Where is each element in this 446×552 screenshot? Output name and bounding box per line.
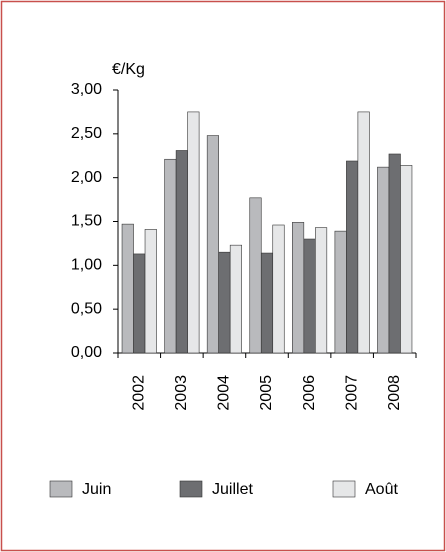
bar	[164, 158, 177, 354]
x-tick-label: 2006	[301, 375, 318, 411]
y-axis-label: €/Kg	[112, 61, 145, 78]
legend-label: Juillet	[212, 481, 253, 498]
x-tick-label: 2004	[216, 375, 233, 411]
bar	[133, 253, 146, 354]
legend-swatch	[179, 480, 203, 498]
y-tick-label: 3,00	[71, 81, 102, 98]
bar	[346, 160, 359, 354]
x-tick-label: 2007	[343, 375, 360, 411]
bar	[175, 150, 188, 354]
y-tick-label: 1,50	[71, 213, 102, 230]
bar	[144, 229, 157, 354]
bar	[272, 224, 285, 354]
bar	[377, 166, 390, 354]
bar	[249, 197, 262, 354]
bar	[292, 222, 305, 354]
y-tick-label: 2,50	[71, 125, 102, 142]
y-tick-label: 0,50	[71, 300, 102, 317]
bar	[260, 252, 274, 354]
legend-label: Août	[365, 481, 398, 498]
legend-swatch	[49, 480, 73, 498]
x-tick-label: 2003	[173, 375, 190, 411]
legend-swatch	[332, 480, 356, 498]
y-tick-label: 2,00	[71, 169, 102, 186]
legend-label: Juin	[82, 481, 111, 498]
bar	[187, 111, 200, 354]
y-tick-label: 0,00	[71, 344, 102, 361]
bar	[315, 227, 328, 354]
bar	[206, 135, 219, 354]
bar	[357, 111, 370, 354]
bar	[334, 230, 347, 354]
x-tick-label: 2002	[131, 375, 148, 411]
bar	[388, 153, 401, 354]
x-tick-label: 2005	[258, 375, 275, 411]
x-tick-label: 2008	[386, 375, 403, 411]
bar	[121, 223, 134, 354]
bar	[400, 165, 413, 354]
bar	[218, 251, 231, 354]
y-tick-label: 1,00	[71, 257, 102, 274]
bar	[229, 244, 242, 354]
bar	[303, 238, 316, 354]
